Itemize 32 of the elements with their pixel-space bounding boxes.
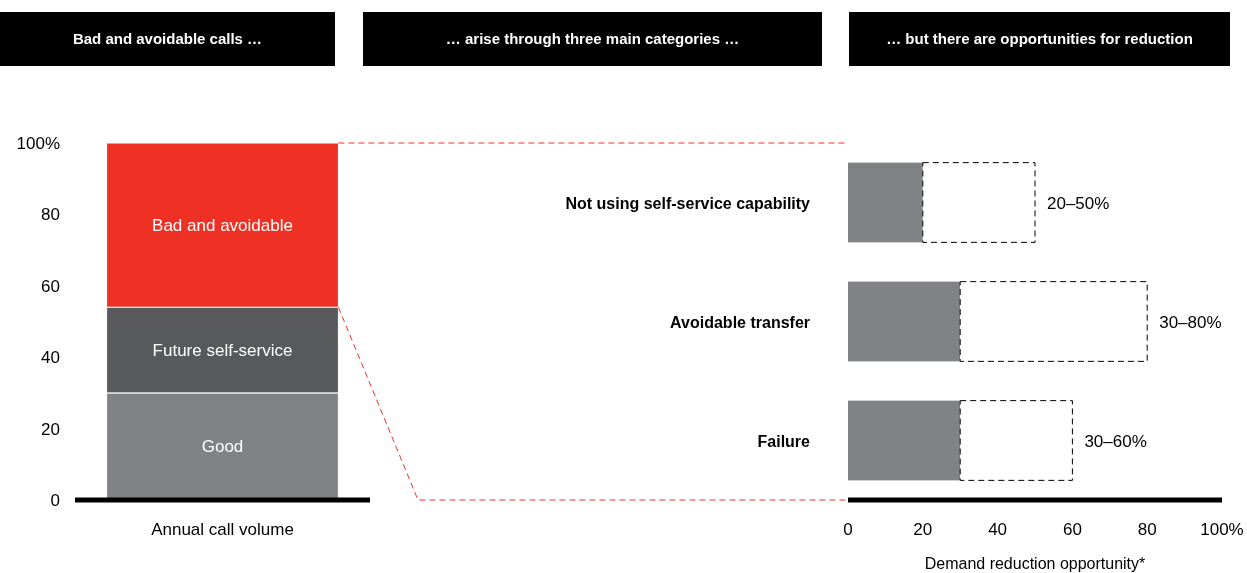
- bar: [848, 400, 961, 481]
- y-tick-label: Not using self-service capability: [565, 194, 811, 212]
- chart-subtitle: … but there are opportunities for reduction: [886, 30, 1193, 47]
- y-tick-label: 60: [41, 276, 60, 296]
- y-tick-label: 100%: [16, 134, 60, 153]
- x-tick-label: 20: [913, 520, 933, 539]
- x-tick-label: 100%: [1200, 520, 1244, 539]
- bar: [959, 281, 1148, 362]
- x-tick-label: 0: [843, 520, 853, 539]
- series-label: Bad and avoidable: [152, 216, 293, 236]
- y-tick-label: 40: [41, 348, 60, 368]
- y-tick-label: Failure: [757, 432, 811, 450]
- annotation: 20–50%: [1047, 193, 1110, 213]
- bar: [848, 162, 923, 243]
- y-tick-label: 0: [50, 491, 60, 510]
- x-tick-label: 60: [1062, 520, 1082, 539]
- x-tick-label: 40: [988, 520, 1008, 539]
- bar: [959, 400, 1073, 481]
- y-tick-label: 20: [41, 419, 60, 439]
- annotation: 30–80%: [1159, 312, 1222, 332]
- bar: [922, 162, 1036, 243]
- y-tick-label: Avoidable transfer: [670, 313, 810, 331]
- series-label: Future self-service: [152, 341, 293, 361]
- x-tick-label: Annual call volume: [151, 520, 294, 539]
- annotation: 30–60%: [1084, 431, 1147, 451]
- x-axis-title: Demand reduction opportunity*: [924, 555, 1146, 572]
- bar: [848, 281, 961, 362]
- chart-title: Bad and avoidable calls …: [72, 30, 263, 47]
- x-tick-label: 80: [1137, 520, 1157, 539]
- text: … arise through three main categories …: [445, 30, 740, 47]
- series-label: Good: [201, 437, 244, 457]
- y-tick-label: 80: [41, 205, 60, 225]
